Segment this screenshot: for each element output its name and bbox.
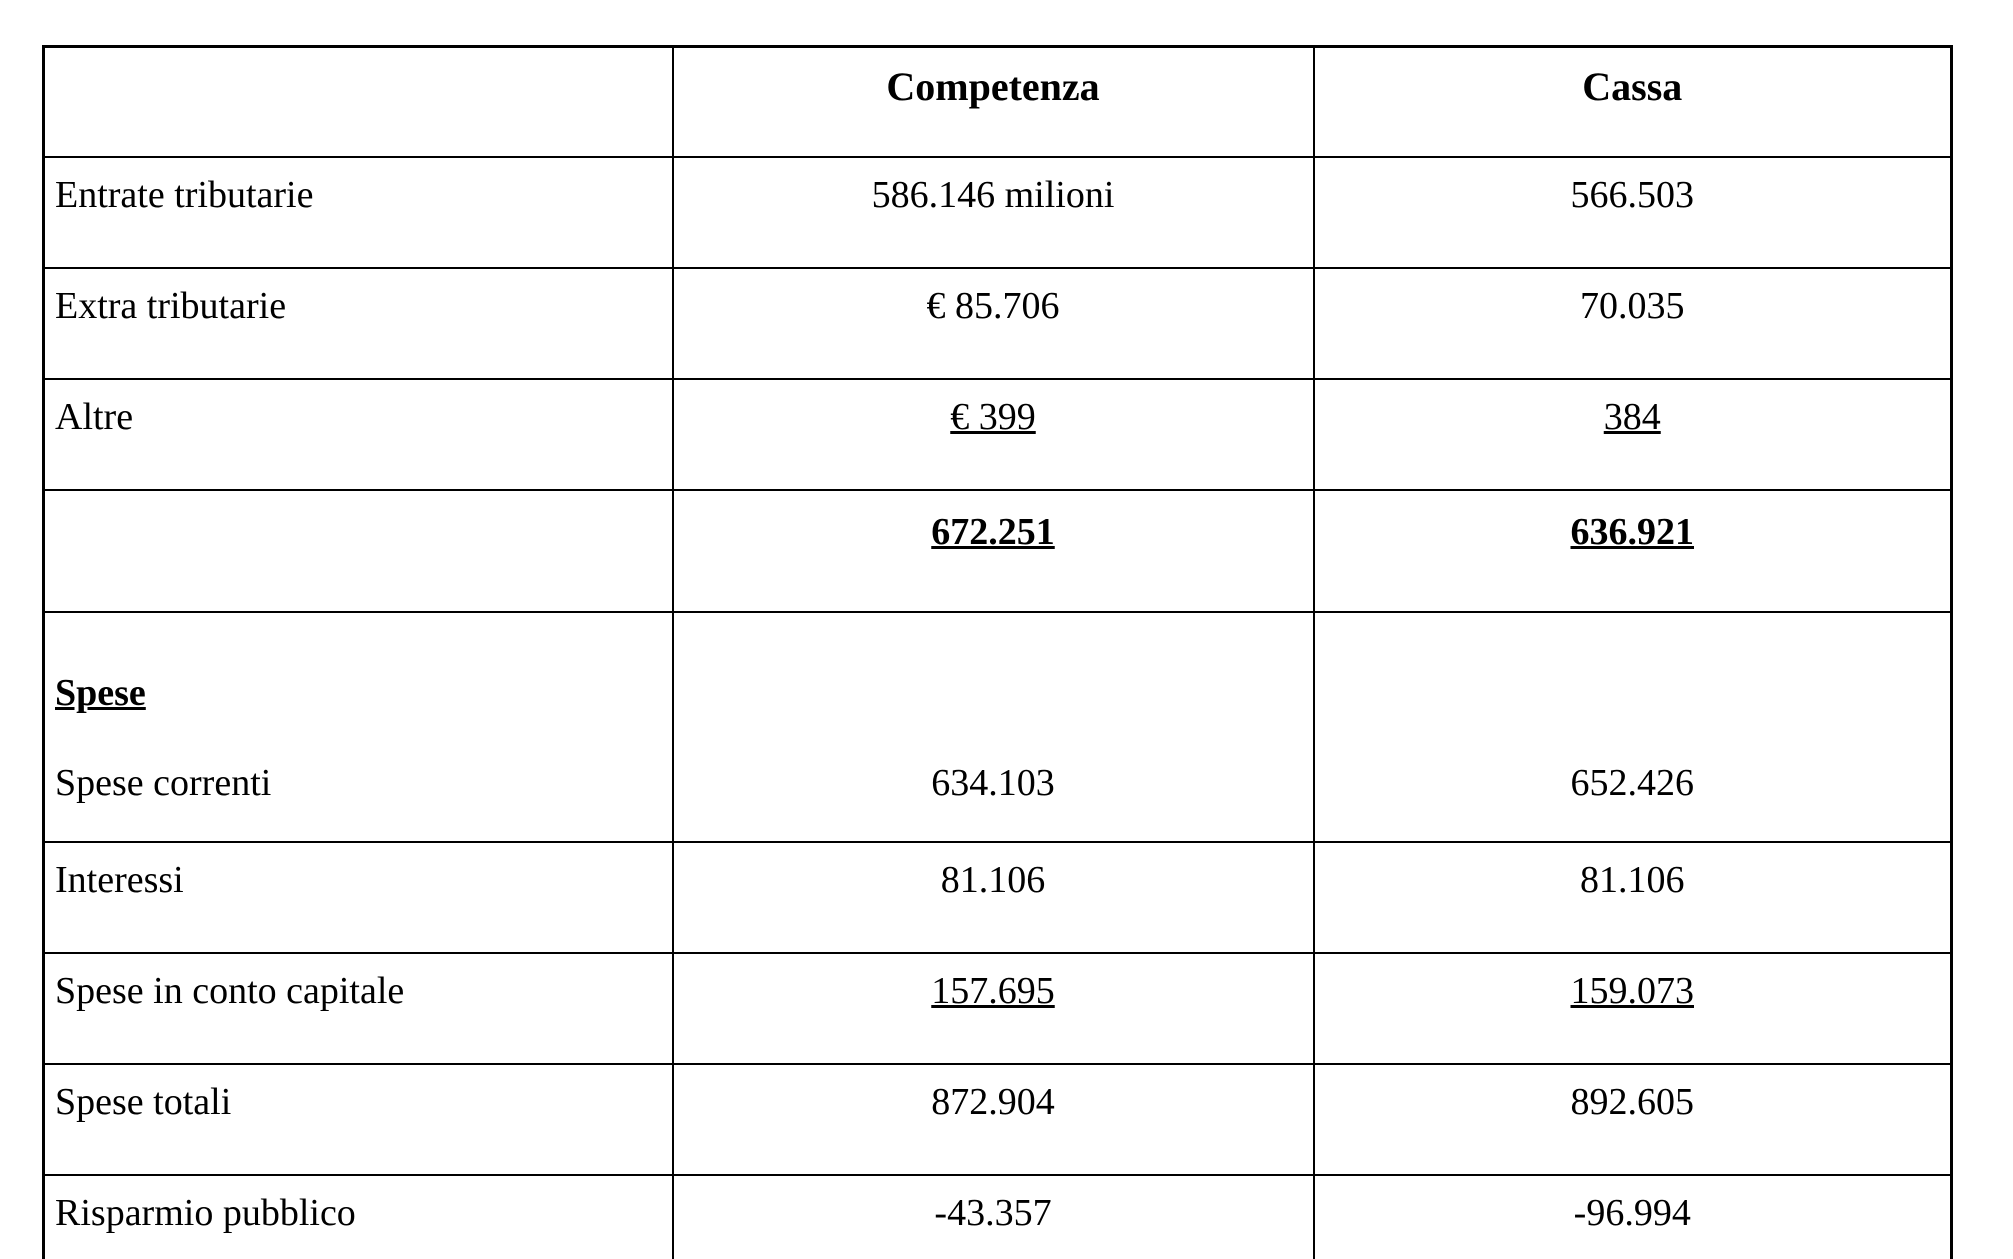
cassa-value: 159.073 [1312,952,1953,1065]
competenza-value: 157.695 [671,952,1315,1065]
row-label: Entrate tributarie [42,156,674,269]
budget-table: Competenza Cassa Entrate tributarie 586.… [42,45,1953,1259]
row-label: Extra tributarie [42,267,674,380]
table-header-row: Competenza Cassa [42,45,1953,158]
table-row-spese-totali: Spese totali 872.904 892.605 [42,1063,1953,1176]
cassa-value: 384 [1312,378,1953,491]
competenza-total-value: 672.251 [671,489,1315,613]
cassa-value: 70.035 [1312,267,1953,380]
row-label: Spese in conto capitale [42,952,674,1065]
competenza-value: 81.106 [671,841,1315,954]
table-row-entrate-tributarie: Entrate tributarie 586.146 milioni 566.5… [42,156,1953,269]
row-label: Altre [42,378,674,491]
competenza-value: 586.146 milioni [671,156,1315,269]
competenza-value: 634.103 [671,611,1315,843]
table-row-extra-tributarie: Extra tributarie € 85.706 70.035 [42,267,1953,380]
competenza-value: 872.904 [671,1063,1315,1176]
table-row-altre: Altre € 399 384 [42,378,1953,491]
spese-correnti-label: Spese correnti [55,761,272,804]
header-cassa: Cassa [1312,45,1953,158]
row-label: Risparmio pubblico [42,1174,674,1259]
row-label: Spese totali [42,1063,674,1176]
cassa-total-value: 636.921 [1312,489,1953,613]
header-empty-cell [42,45,674,158]
table-row-entrate-totali: 672.251 636.921 [42,489,1953,613]
cassa-value: -96.994 [1312,1174,1953,1259]
row-label: Spese Spese correnti [42,611,674,843]
table-row-interessi: Interessi 81.106 81.106 [42,841,1953,954]
table-row-spese-conto-capitale: Spese in conto capitale 157.695 159.073 [42,952,1953,1065]
competenza-value: € 85.706 [671,267,1315,380]
row-label: Interessi [42,841,674,954]
table-row-risparmio-pubblico: Risparmio pubblico -43.357 -96.994 [42,1174,1953,1259]
spese-section-title: Spese [55,672,146,714]
cassa-value: 566.503 [1312,156,1953,269]
cassa-value: 652.426 [1312,611,1953,843]
competenza-value: -43.357 [671,1174,1315,1259]
row-label [42,489,674,613]
competenza-value: € 399 [671,378,1315,491]
cassa-value: 892.605 [1312,1063,1953,1176]
header-competenza: Competenza [671,45,1315,158]
cassa-value: 81.106 [1312,841,1953,954]
table-row-spese-correnti: Spese Spese correnti 634.103 652.426 [42,611,1953,843]
